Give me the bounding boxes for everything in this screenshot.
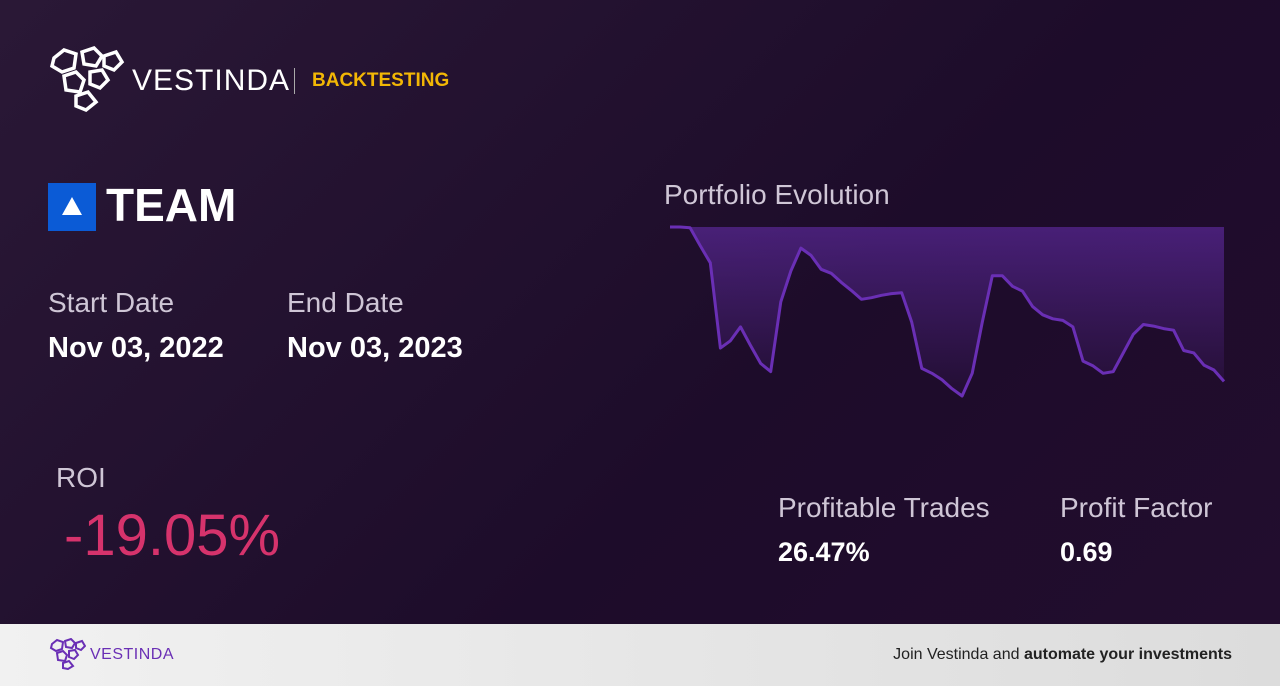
footer-bold: automate your investments: [1023, 646, 1232, 663]
footer-text: Join Vestinda and: [893, 646, 1024, 663]
start-date: Nov 03, 2022: [48, 332, 224, 364]
footer-cta: Join Vestinda and automate your investme…: [893, 646, 1232, 664]
footer: VESTINDA Join Vestinda and automate your…: [0, 624, 1280, 686]
end-date: Nov 03, 2023: [287, 332, 463, 364]
brand: VESTINDA: [132, 64, 291, 97]
chart: [670, 225, 1226, 398]
start-label: Start Date: [48, 287, 175, 318]
factor-label: Profit Factor: [1060, 492, 1213, 523]
ticker-icon: [48, 183, 96, 231]
footer-brand: VESTINDA: [90, 646, 175, 663]
section: BACKTESTING: [312, 70, 450, 91]
area: [670, 227, 1224, 396]
footer-logo: [49, 638, 86, 670]
card: VESTINDA BACKTESTING TEAM Start Date Nov…: [0, 0, 1280, 624]
roi-label: ROI: [56, 462, 106, 493]
divider: [294, 68, 295, 94]
logo: [49, 46, 125, 113]
chart-title: Portfolio Evolution: [664, 179, 890, 210]
line: [670, 225, 1226, 398]
roi-value: -19.05%: [64, 503, 281, 568]
factor-value: 0.69: [1060, 537, 1113, 567]
ticker: TEAM: [106, 179, 237, 231]
profitable-label: Profitable Trades: [778, 492, 990, 523]
end-label: End Date: [287, 287, 404, 318]
profitable-value: 26.47%: [778, 537, 870, 567]
